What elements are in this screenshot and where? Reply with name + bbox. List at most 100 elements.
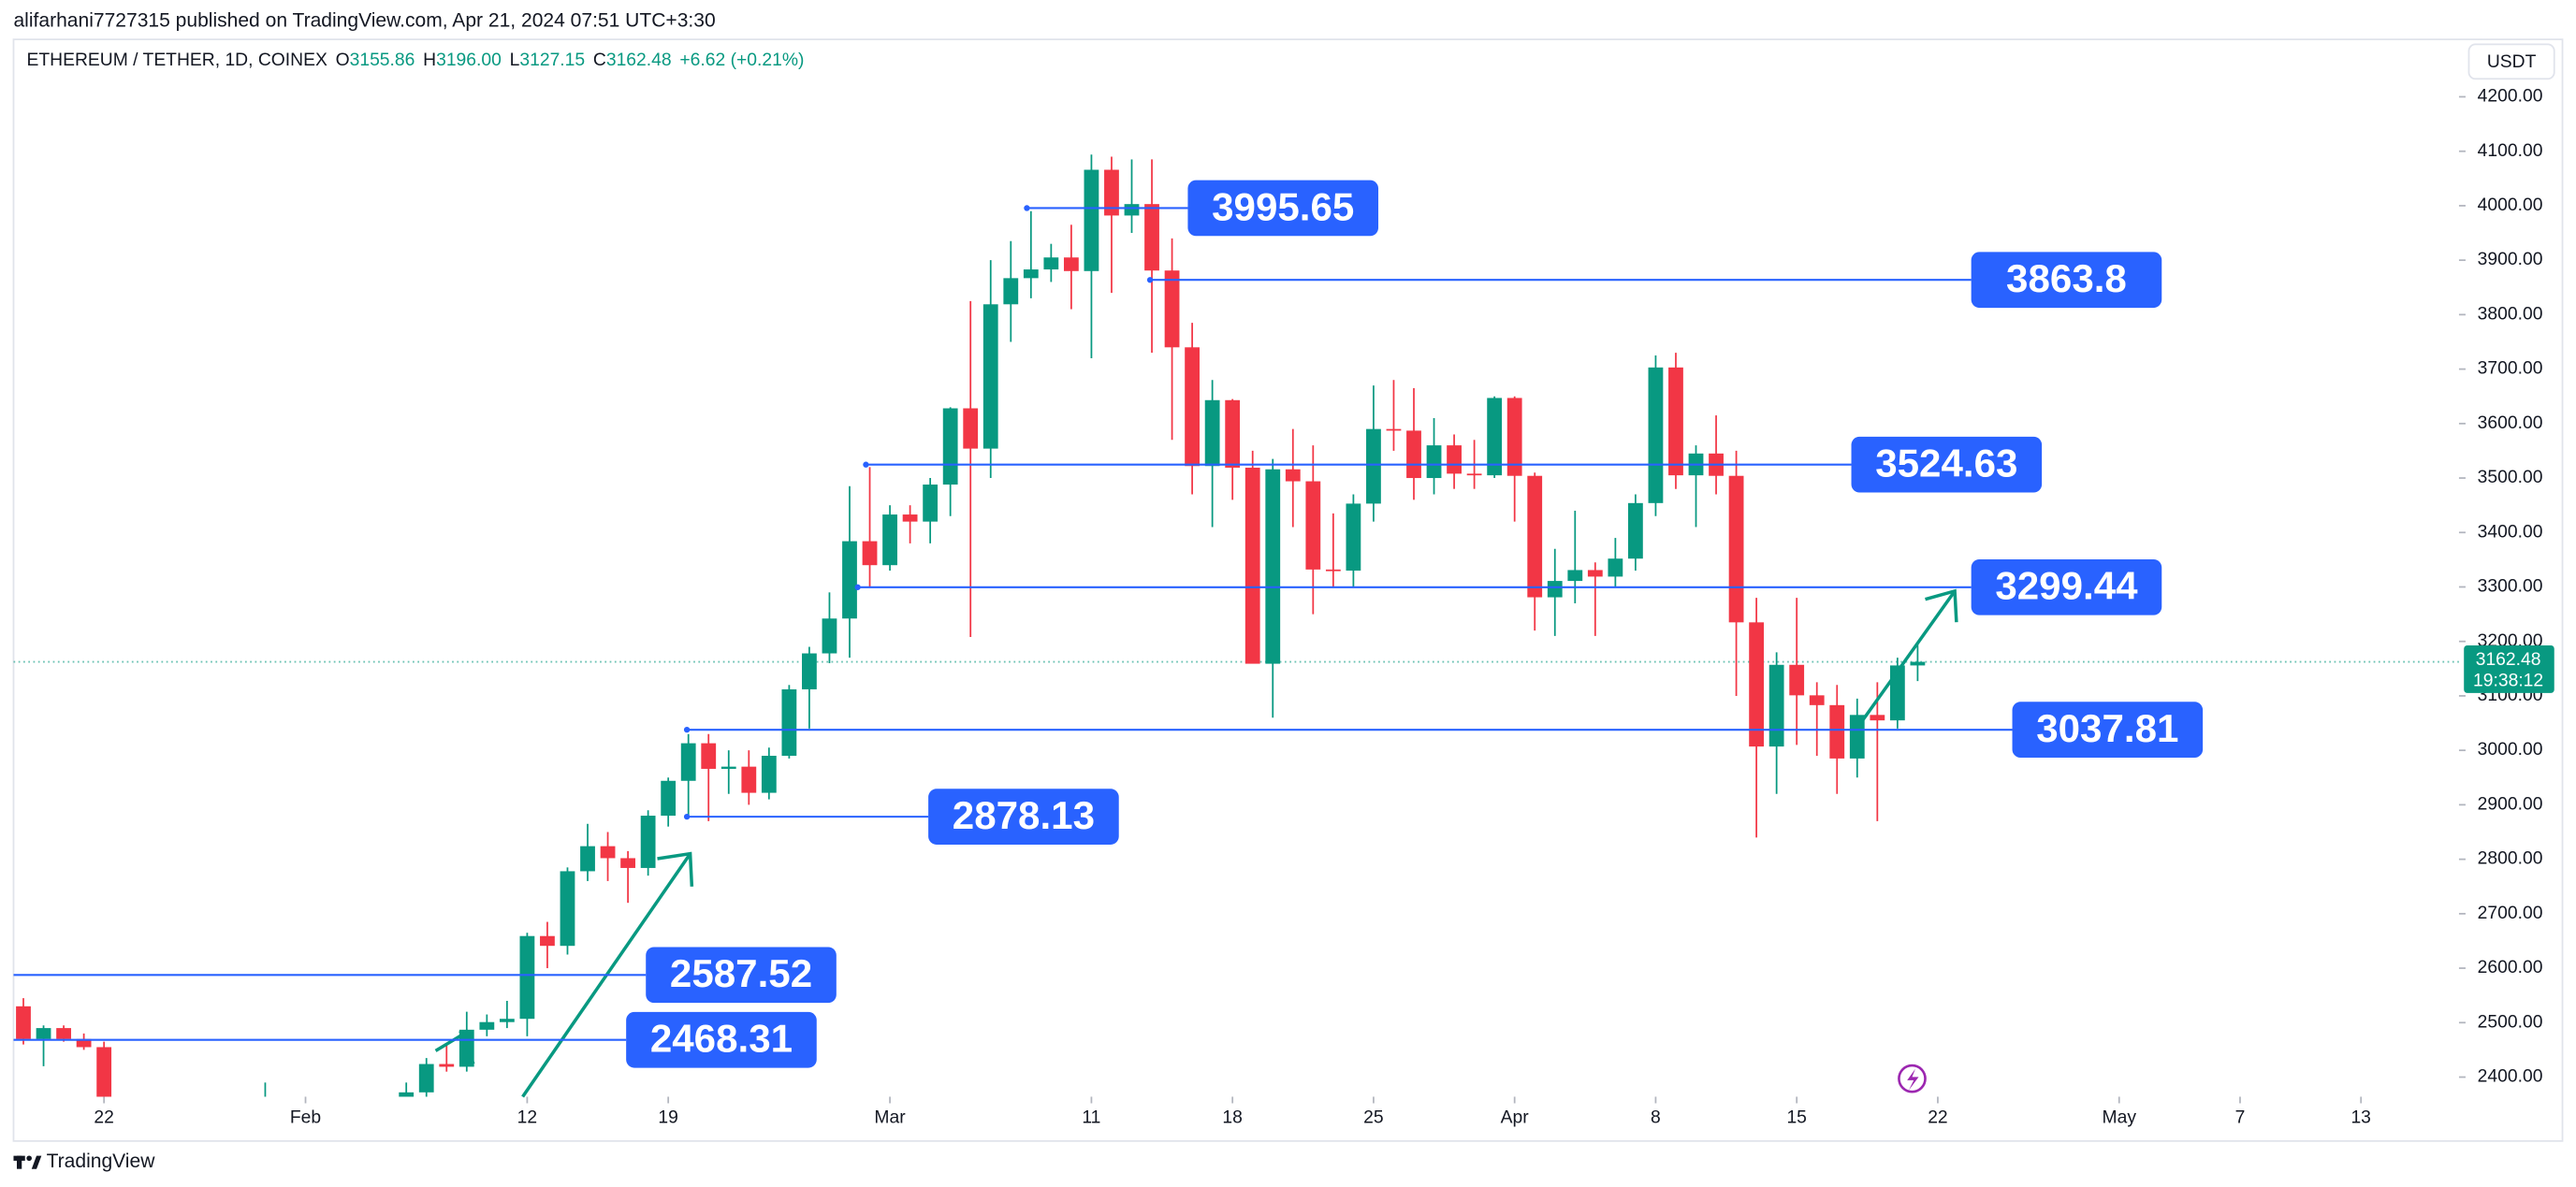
candle-body [1244, 467, 1260, 664]
y-tick-label: 3700.00 [2478, 359, 2543, 379]
candle-body [1164, 270, 1180, 348]
x-tick-label: 7 [2235, 1107, 2246, 1127]
x-tick-label: 19 [658, 1107, 677, 1127]
y-tick-label: 3000.00 [2478, 740, 2543, 760]
candle-body [1527, 475, 1543, 598]
candle-body [238, 1122, 253, 1155]
level-label: 3863.8 [2006, 256, 2127, 300]
candle-body [1910, 661, 1926, 666]
candle-body [157, 1166, 172, 1176]
symbol: ETHEREUM / TETHER, 1D, COINEX [27, 51, 327, 70]
candle-body [1305, 481, 1321, 570]
y-tick-label: 3800.00 [2478, 304, 2543, 324]
level-label: 3299.44 [1995, 564, 2138, 608]
x-tick-label: Apr [1501, 1107, 1530, 1127]
ohlc-key: C [593, 51, 606, 70]
y-tick-label: 2500.00 [2478, 1012, 2543, 1032]
candle-body [379, 1133, 394, 1137]
publisher: alifarhani7727315 published on TradingVi… [13, 9, 715, 31]
y-tick-label: 3300.00 [2478, 577, 2543, 597]
candle-body [56, 1028, 71, 1039]
candle-body [1003, 278, 1019, 305]
level-label: 2587.52 [670, 951, 812, 995]
event-icon[interactable] [1898, 1064, 1927, 1093]
level-box [1971, 252, 2162, 309]
y-tick-label: 2900.00 [2478, 794, 2543, 814]
candle-body [1023, 269, 1039, 279]
candle-body [339, 1126, 354, 1134]
level-box [2012, 702, 2204, 758]
countdown: 19:38:12 [2473, 672, 2543, 691]
candle-body [1768, 664, 1784, 747]
level-label: 2878.13 [953, 793, 1095, 837]
level-label: 3524.63 [1875, 442, 2017, 485]
candle-body [1346, 503, 1361, 572]
candle-body [1668, 367, 1683, 476]
candle-body [1789, 664, 1805, 696]
candle-body [499, 1019, 515, 1022]
candle-body [982, 304, 998, 449]
y-tick-label: 2800.00 [2478, 849, 2543, 869]
candle-body [358, 1134, 373, 1136]
candle-body [923, 485, 939, 522]
candle-body [36, 1028, 51, 1039]
candle-body [842, 541, 857, 619]
candle-body [519, 935, 535, 1020]
candle-body [1285, 469, 1301, 482]
candle-body [1325, 569, 1341, 572]
brand: TradingView [47, 1151, 156, 1172]
candle-body [1225, 399, 1241, 468]
last-price-box [2464, 645, 2554, 693]
candle-body [1627, 502, 1643, 559]
level-label: 2468.31 [650, 1017, 793, 1061]
candle-body [1567, 570, 1583, 582]
candle-body [1144, 204, 1159, 271]
candle-body [661, 780, 677, 817]
y-tick-label: 3600.00 [2478, 413, 2543, 433]
candle-body [439, 1064, 455, 1067]
candle-body [580, 846, 595, 872]
ohlc-value: 3196.00 [436, 51, 502, 70]
candle-body [1749, 622, 1765, 747]
x-tick-label: 12 [517, 1107, 537, 1127]
ohlc-key: H [423, 51, 436, 70]
chart-frame [12, 38, 2564, 1142]
x-tick-label: Mar [874, 1107, 906, 1127]
candle-body [963, 408, 979, 449]
ohlc-key: L [510, 51, 520, 70]
candle-body [1608, 558, 1623, 577]
y-tick-label: 2700.00 [2478, 904, 2543, 923]
y-tick-label: 4100.00 [2478, 141, 2543, 161]
candle-body [1043, 257, 1059, 270]
y-tick-label: 2400.00 [2478, 1067, 2543, 1087]
x-tick-label: 22 [1928, 1107, 1947, 1127]
level-anchor [1024, 205, 1030, 211]
candle-body [1426, 445, 1442, 479]
level-box [1187, 180, 1379, 237]
candle-body [1185, 347, 1201, 467]
change: +6.62 (+0.21%) [679, 51, 804, 70]
x-tick-label: 11 [1082, 1107, 1100, 1127]
currency[interactable]: USDT [2487, 52, 2537, 72]
candle-body [620, 858, 635, 868]
candle-body [1728, 475, 1744, 623]
currency-box[interactable] [2467, 43, 2555, 80]
candle-body [1587, 570, 1603, 577]
brand-logo [13, 1155, 42, 1169]
candle-body [862, 541, 878, 566]
level-anchor [863, 461, 869, 468]
candle-body [1366, 428, 1381, 504]
candle-body [258, 1107, 273, 1122]
candle-body [418, 1064, 434, 1093]
candle-body [96, 1047, 112, 1097]
candle-body [600, 846, 616, 859]
candle-body [902, 514, 918, 522]
candle-body [298, 1129, 313, 1140]
x-tick-label: 8 [1651, 1107, 1661, 1127]
candle-body [1809, 695, 1825, 705]
y-tick-label: 3900.00 [2478, 250, 2543, 269]
x-tick-label: May [2103, 1107, 2137, 1127]
event-bolt [1907, 1068, 1919, 1091]
